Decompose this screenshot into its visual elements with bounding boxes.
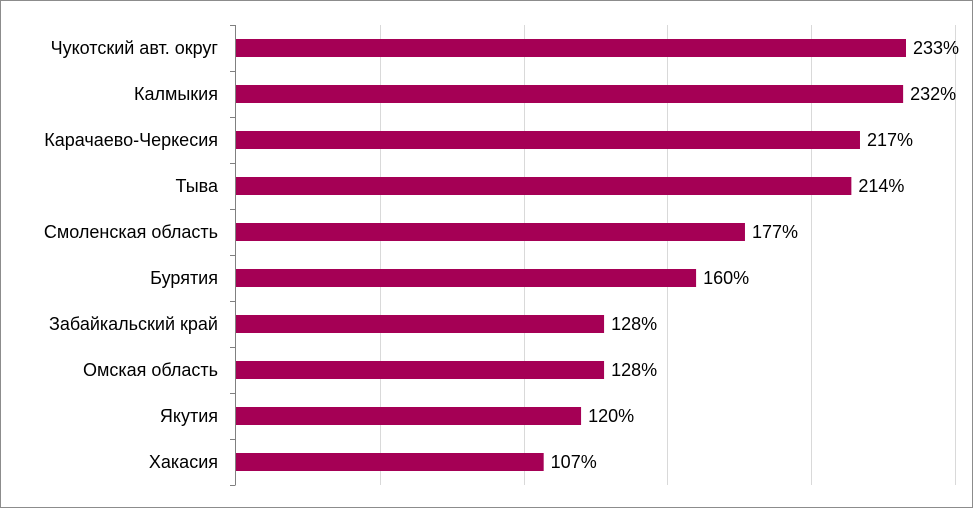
- bar: [236, 453, 544, 471]
- category-label: Бурятия: [150, 268, 218, 288]
- bar: [236, 269, 697, 287]
- data-label: 177%: [752, 222, 798, 242]
- category-label: Забайкальский край: [49, 314, 218, 334]
- data-label: 233%: [913, 38, 959, 58]
- category-label: Якутия: [160, 406, 218, 426]
- data-label: 128%: [611, 314, 657, 334]
- bar: [236, 361, 605, 379]
- category-label: Омская область: [83, 360, 218, 380]
- category-label: Хакасия: [149, 452, 218, 472]
- bar: [236, 85, 904, 103]
- data-label: 214%: [858, 176, 904, 196]
- category-label: Смоленская область: [44, 222, 218, 242]
- data-label: 160%: [703, 268, 749, 288]
- bar: [236, 131, 860, 149]
- bar: [236, 223, 745, 241]
- bar: [236, 177, 852, 195]
- category-label: Тыва: [175, 176, 219, 196]
- bar: [236, 39, 906, 57]
- bar: [236, 407, 582, 425]
- category-label: Карачаево-Черкесия: [44, 130, 218, 150]
- bar: [236, 315, 605, 333]
- data-label: 128%: [611, 360, 657, 380]
- data-label: 232%: [910, 84, 956, 104]
- data-label: 107%: [551, 452, 597, 472]
- data-label: 120%: [588, 406, 634, 426]
- data-label: 217%: [867, 130, 913, 150]
- category-label: Калмыкия: [134, 84, 218, 104]
- category-label: Чукотский авт. округ: [51, 38, 219, 58]
